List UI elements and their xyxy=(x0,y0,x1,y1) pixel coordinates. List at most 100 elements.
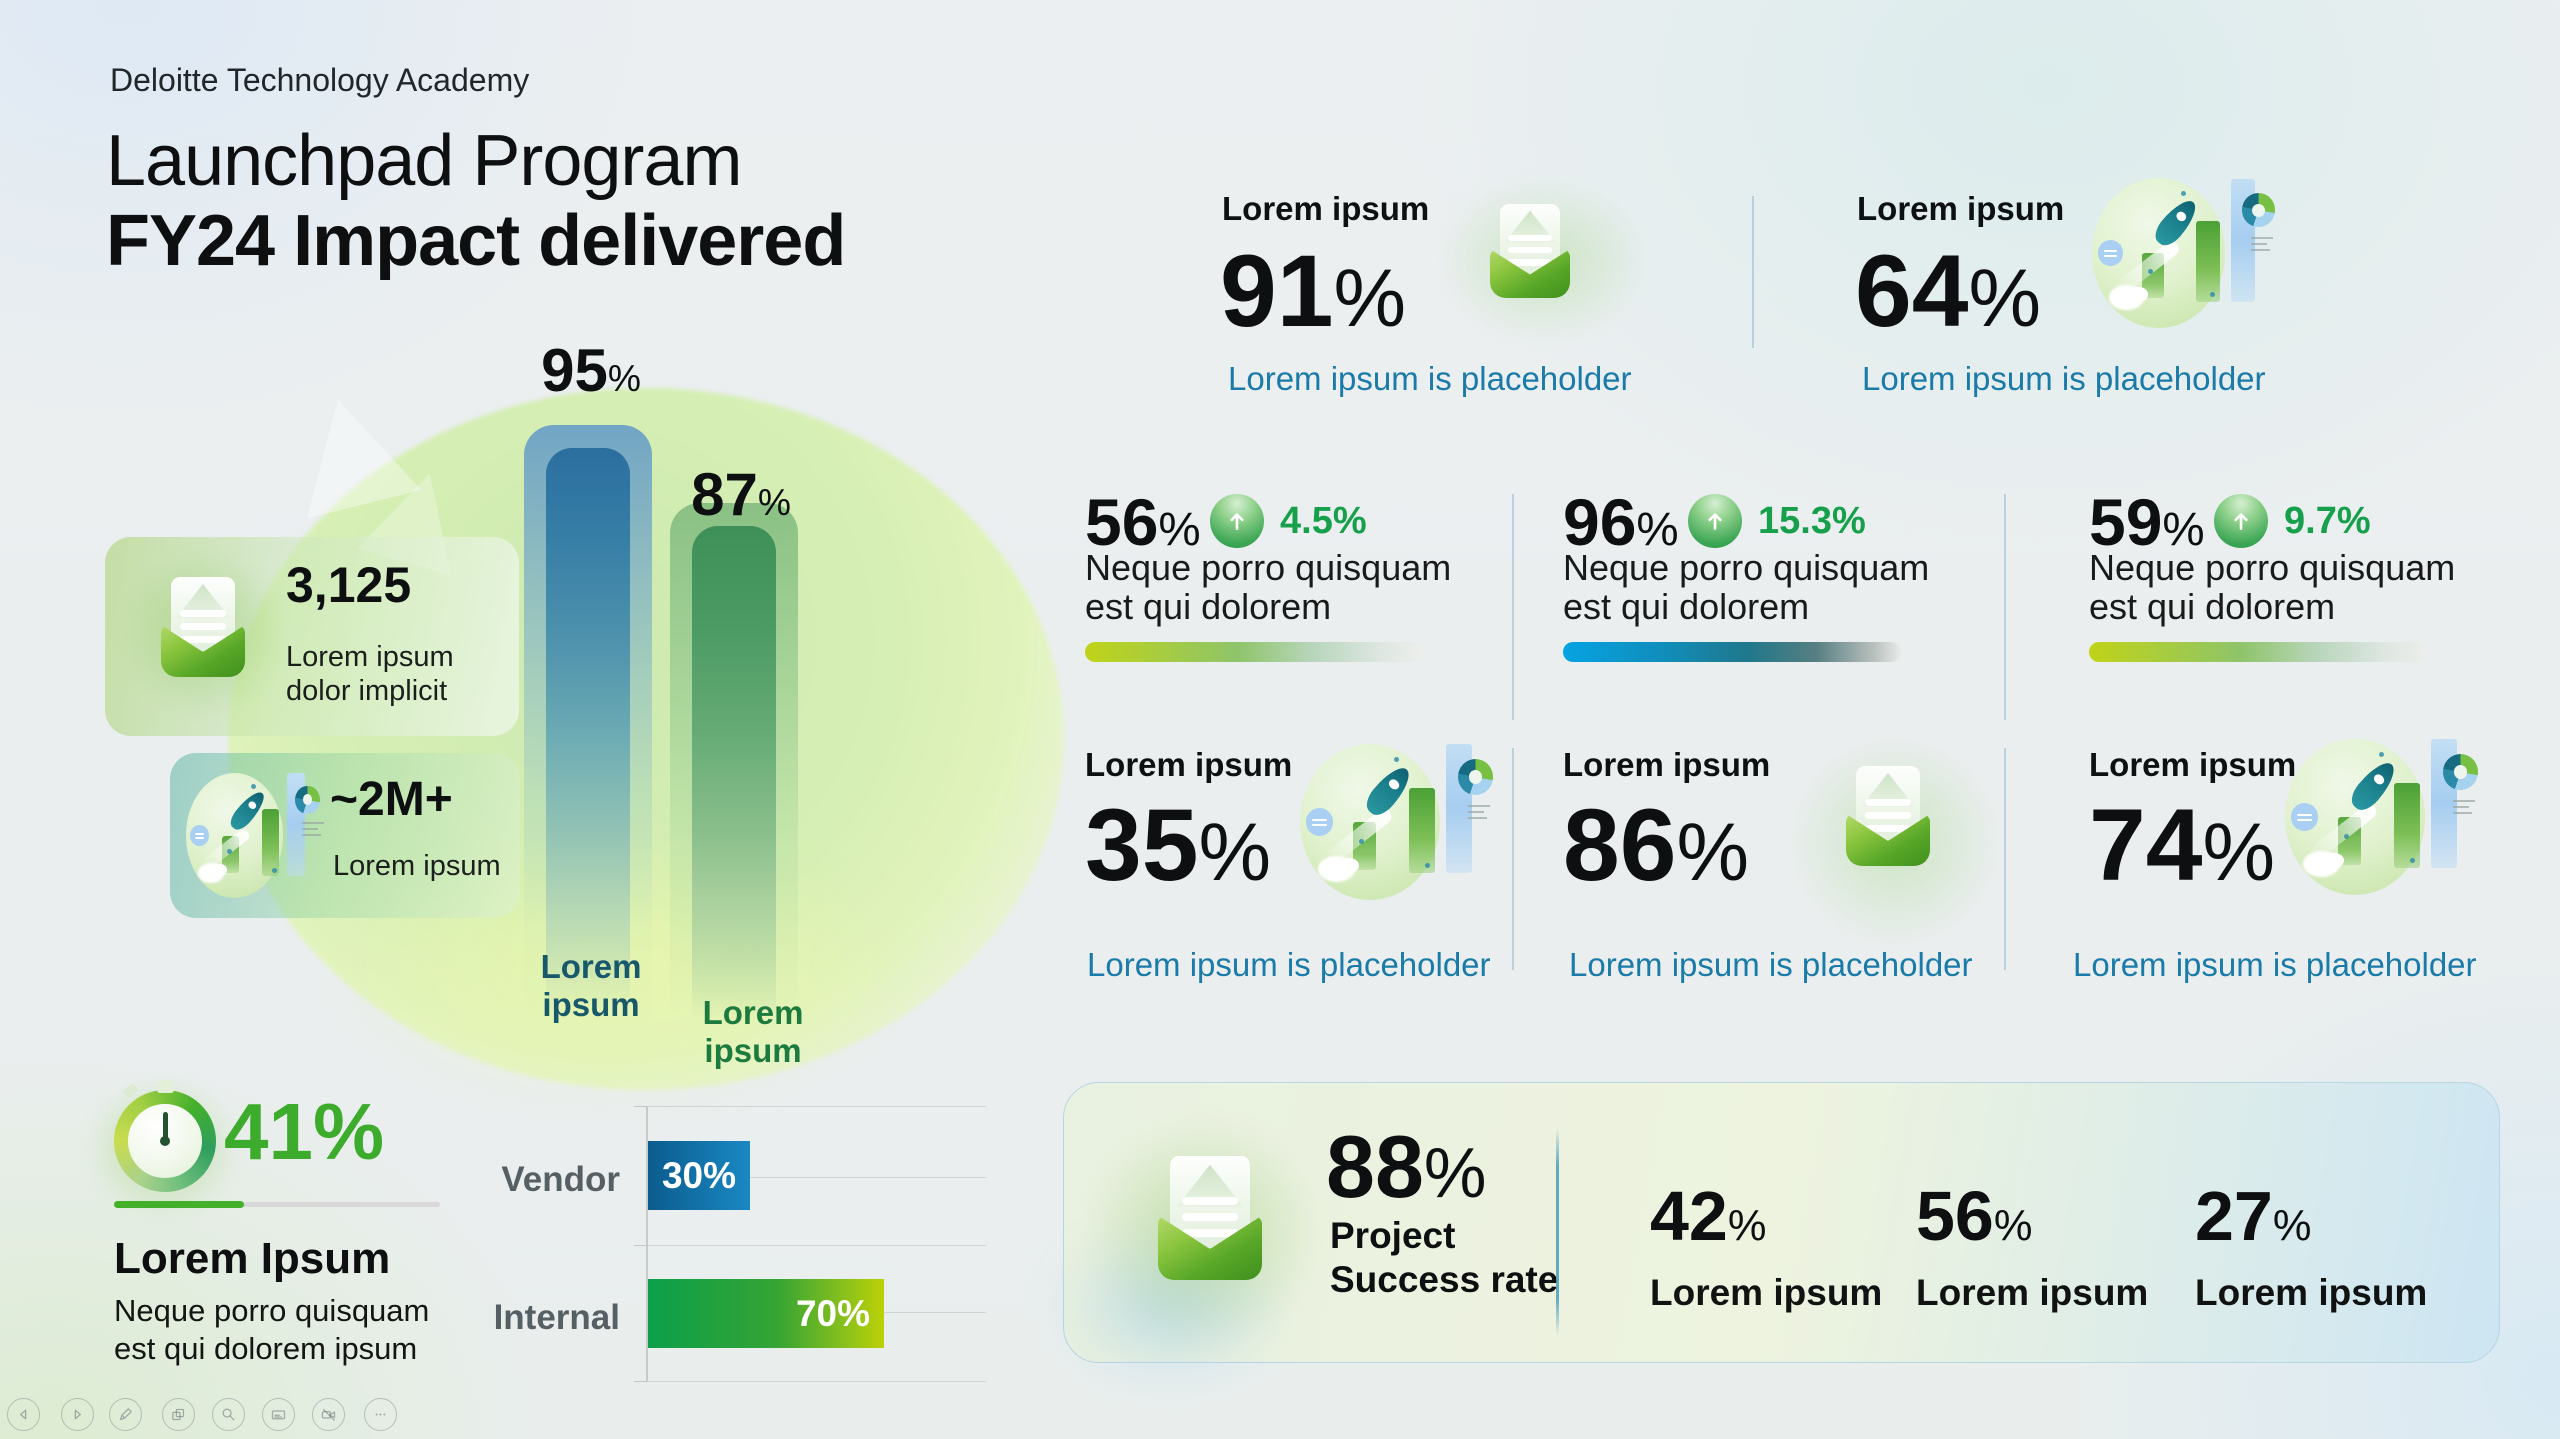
rocket-growth-illustration xyxy=(186,768,325,903)
bar-87-inner xyxy=(692,526,776,1021)
previous-slide-button[interactable] xyxy=(7,1398,40,1431)
speech-bubble-icon xyxy=(2290,803,2319,831)
category-label-vendor: Vendor xyxy=(501,1160,620,1199)
open-mail-icon xyxy=(1490,204,1570,298)
chart-bar xyxy=(2394,783,2420,868)
arrow-up-badge-icon xyxy=(1688,494,1742,548)
stat-heading: Lorem ipsum xyxy=(1857,190,2065,227)
zoom-button[interactable] xyxy=(212,1398,245,1431)
donut-chart-icon xyxy=(2442,754,2479,790)
bar-95-inner xyxy=(546,448,630,1013)
kpi-value: 56% xyxy=(1085,485,1201,559)
gridline xyxy=(648,1106,986,1107)
envelope-pocket xyxy=(1490,249,1570,298)
gauge-progress-fill xyxy=(114,1201,245,1208)
stat-value: 86% xyxy=(1563,788,1750,902)
smoke-puff xyxy=(2129,287,2148,302)
bar-value-label: 87% xyxy=(691,461,791,528)
captions-button[interactable] xyxy=(262,1398,295,1431)
stat-card-label: Lorem ipsum dolor implicit xyxy=(286,641,454,707)
chart-bar xyxy=(2195,220,2220,302)
summary-item-label: Lorem ipsum xyxy=(2195,1272,2428,1313)
mini-text-lines xyxy=(302,822,325,840)
category-label-internal: Internal xyxy=(493,1298,620,1337)
stopwatch-icon xyxy=(114,1080,216,1192)
stat-caption: Lorem ipsum is placeholder xyxy=(1228,360,1632,397)
kpi-delta: 15.3% xyxy=(1758,500,1866,542)
camera-off-button[interactable] xyxy=(312,1398,345,1431)
envelope-pocket xyxy=(161,625,245,677)
summary-value: 88% xyxy=(1326,1117,1487,1216)
stat-heading: Lorem ipsum xyxy=(2089,746,2297,783)
bar-category-label: Lorem ipsum xyxy=(540,948,642,1023)
bar-value-label: 95% xyxy=(541,337,641,404)
gauge-value: 41% xyxy=(224,1087,385,1176)
kpi-description: Neque porro quisquam est qui dolorem xyxy=(2089,547,2456,627)
speech-bubble-icon xyxy=(2097,240,2124,266)
stat-heading: Lorem ipsum xyxy=(1563,746,1771,783)
open-mail-icon xyxy=(1846,766,1930,866)
smoke-puff xyxy=(1339,857,1359,873)
next-slide-button[interactable] xyxy=(61,1398,94,1431)
donut-chart-icon xyxy=(2241,193,2276,228)
kpi-delta: 4.5% xyxy=(1280,500,1367,542)
vertical-divider xyxy=(1752,196,1754,348)
rocket-growth-illustration xyxy=(1300,737,1495,907)
rocket-growth-illustration xyxy=(2092,172,2277,334)
kpi-description: Neque porro quisquam est qui dolorem xyxy=(1563,547,1930,627)
slide-title-line2: FY24 Impact delivered xyxy=(106,201,846,281)
axis-tick xyxy=(634,1381,646,1382)
vertical-divider xyxy=(2004,748,2006,970)
stat-caption: Lorem ipsum is placeholder xyxy=(2073,946,2477,983)
gridline xyxy=(648,1177,986,1178)
donut-chart-icon xyxy=(295,785,320,814)
vertical-divider xyxy=(2004,494,2006,720)
stat-value: 91% xyxy=(1220,234,1407,348)
speech-bubble-icon xyxy=(190,824,209,847)
y-axis-line xyxy=(646,1106,648,1382)
gridline xyxy=(648,1245,986,1246)
arrow-up-badge-icon xyxy=(2214,494,2268,548)
mini-text-lines xyxy=(2452,800,2475,818)
summary-item-value: 27% xyxy=(2195,1177,2312,1255)
chart-bar xyxy=(261,808,280,876)
smoke-puff xyxy=(213,863,227,876)
kpi-gradient-bar xyxy=(1085,642,1423,662)
donut-chart-icon xyxy=(1457,759,1494,795)
rocket-growth-illustration xyxy=(2285,732,2480,902)
summary-item-label: Lorem ipsum xyxy=(1650,1272,1883,1313)
summary-item-value: 56% xyxy=(1916,1177,2033,1255)
stat-card-value: 3,125 xyxy=(286,557,412,613)
vertical-divider xyxy=(1512,494,1514,720)
brand-eyebrow: Deloitte Technology Academy xyxy=(110,62,530,98)
envelope-pocket xyxy=(1846,814,1930,866)
axis-tick xyxy=(634,1245,646,1246)
pen-button[interactable] xyxy=(109,1398,142,1431)
stat-heading: Lorem ipsum xyxy=(1222,190,1430,227)
stat-caption: Lorem ipsum is placeholder xyxy=(1087,946,1491,983)
smoke-puff xyxy=(2324,852,2344,868)
mini-text-lines xyxy=(2251,236,2274,255)
summary-item-label: Lorem ipsum xyxy=(1916,1272,2149,1313)
vertical-divider xyxy=(1556,1128,1559,1336)
stat-value: 64% xyxy=(1855,234,2042,348)
kpi-description: Neque porro quisquam est qui dolorem xyxy=(1085,547,1452,627)
more-options-button[interactable] xyxy=(364,1398,397,1431)
gauge-description: Neque porro quisquam est qui dolorem ips… xyxy=(114,1293,430,1366)
arrow-up-badge-icon xyxy=(1210,494,1264,548)
speech-bubble-icon xyxy=(1305,808,1334,836)
stat-caption: Lorem ipsum is placeholder xyxy=(1569,946,1973,983)
stat-card-value: ~2M+ xyxy=(330,773,453,826)
axis-tick xyxy=(634,1106,646,1107)
mini-text-lines xyxy=(1467,805,1490,823)
internal-bar: 70% xyxy=(648,1279,884,1348)
stat-heading: Lorem ipsum xyxy=(1085,746,1293,783)
open-mail-icon xyxy=(1158,1156,1262,1280)
summary-item-value: 42% xyxy=(1650,1177,1767,1255)
gauge-title: Lorem Ipsum xyxy=(114,1234,391,1283)
slide-sorter-button[interactable] xyxy=(162,1398,195,1431)
gauge-progress-track xyxy=(114,1201,440,1208)
vertical-divider xyxy=(1512,748,1514,970)
summary-label: Project Success rate xyxy=(1330,1215,1559,1300)
